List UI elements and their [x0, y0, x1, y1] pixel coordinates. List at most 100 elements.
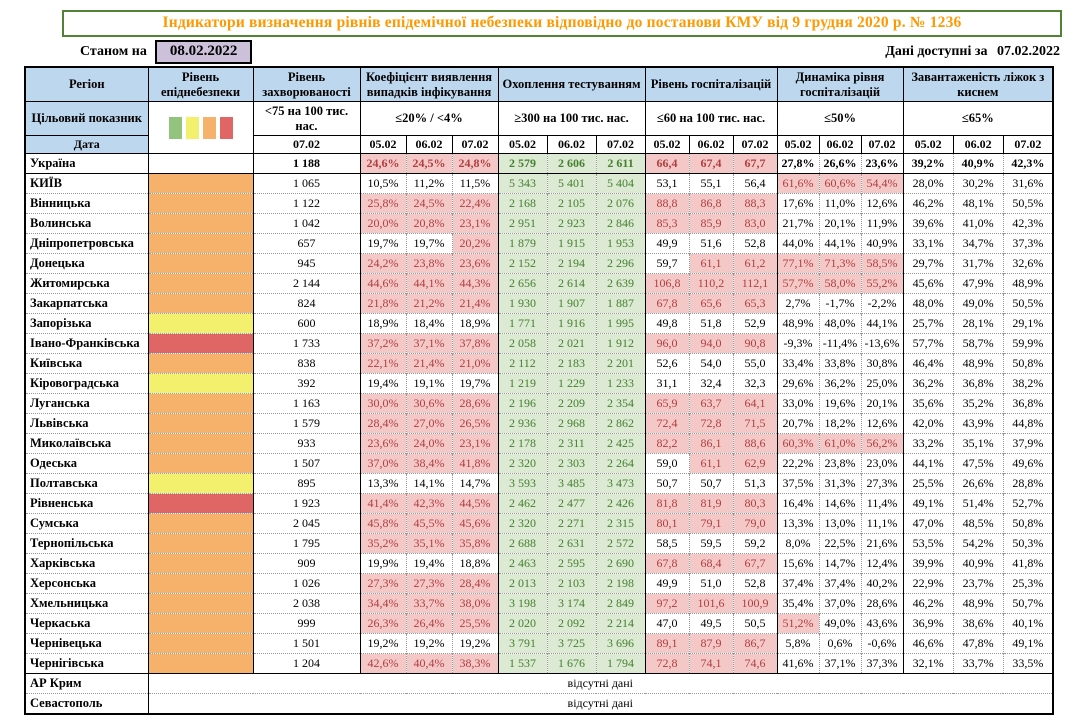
indicator-value-cell: 14,7% — [451, 473, 499, 494]
date-cell: 07.02 — [860, 135, 904, 154]
indicator-value-cell: 57,7% — [902, 333, 954, 354]
indicator-value-cell: 90,8 — [732, 333, 778, 354]
indicator-value-cell: 59,7 — [644, 253, 690, 274]
indicator-value-cell: 33,0% — [776, 393, 820, 414]
indicator-value-cell: 2 076 — [595, 193, 646, 214]
indicator-value-cell: 55,2% — [860, 273, 904, 294]
epidemic-level-cell — [147, 233, 253, 254]
title-box: Індикатори визначення рівнів епідемічної… — [62, 10, 1062, 37]
incidence-value-cell: 1 507 — [252, 453, 360, 474]
indicator-value-cell: 50,5% — [1002, 193, 1054, 214]
indicator-value-cell: 58,5 — [644, 533, 690, 554]
indicator-value-cell: 74,6 — [732, 653, 778, 674]
incidence-value-cell: 1 188 — [252, 153, 360, 174]
table-header: Регіон Рівень епіднебезпеки Рівень захво… — [24, 66, 1054, 154]
indicator-value-cell: 30,0% — [359, 393, 406, 414]
indicator-value-cell: 2 021 — [546, 333, 597, 354]
indicator-value-cell: 20,2% — [451, 233, 499, 254]
indicator-value-cell: 49,9 — [644, 573, 690, 594]
indicator-value-cell: 2 936 — [497, 413, 548, 434]
indicator-value-cell: 52,8 — [732, 233, 778, 254]
indicator-value-cell: 52,6 — [644, 353, 690, 374]
indicator-value-cell: 1 794 — [595, 653, 646, 674]
indicator-value-cell: 25,5% — [451, 613, 499, 634]
indicator-value-cell: 58,5% — [860, 253, 904, 274]
indicator-value-cell: 49,5 — [688, 613, 734, 634]
indicator-value-cell: 37,3% — [860, 653, 904, 674]
indicator-value-cell: 39,6% — [902, 213, 954, 234]
data-available-date: 07.02.2022 — [997, 44, 1060, 59]
indicator-value-cell: 50,7 — [644, 473, 690, 494]
indicator-value-cell: 49,1% — [902, 493, 954, 514]
indicator-value-cell: 54,4% — [860, 173, 904, 194]
indicator-value-cell: 51,8 — [688, 313, 734, 334]
indicator-value-cell: 42,3% — [1002, 213, 1054, 234]
indicator-value-cell: 2 426 — [595, 493, 646, 514]
region-name: Дніпропетровська — [25, 233, 148, 254]
indicator-value-cell: 2 152 — [497, 253, 548, 274]
indicator-value-cell: 3 198 — [497, 593, 548, 614]
incidence-date: 07.02 — [252, 135, 361, 154]
indicator-value-cell: 48,9% — [952, 353, 1004, 374]
indicator-value-cell: 18,8% — [451, 553, 499, 574]
table-row: АР Крим відсутні дані — [25, 673, 1054, 694]
indicator-value-cell: 2 631 — [546, 533, 597, 554]
table-row: Донецька 945 24,2% 23,8% 23,6% 2 152 2 194 2 29… — [25, 253, 1054, 274]
incidence-value-cell: 1 733 — [252, 333, 360, 354]
no-data-cell: відсутні дані — [147, 673, 1054, 694]
region-name: Житомирська — [25, 273, 148, 294]
indicator-value-cell: 2 462 — [497, 493, 548, 514]
indicator-value-cell: 3 473 — [595, 473, 646, 494]
detection-coef-target: ≤20% / <4% — [359, 101, 499, 136]
region-name: Кіровоградська — [25, 373, 148, 394]
indicator-value-cell: 3 174 — [546, 593, 597, 614]
indicator-value-cell: 10,5% — [359, 173, 406, 194]
indicator-value-cell: 86,7 — [732, 633, 778, 654]
indicator-value-cell: 2 020 — [497, 613, 548, 634]
indicator-value-cell: -0,6% — [860, 633, 904, 654]
indicator-value-cell: 2 198 — [595, 573, 646, 594]
indicator-value-cell: 36,8% — [1002, 393, 1054, 414]
region-name: Львівська — [25, 413, 148, 434]
indicator-value-cell: 45,6% — [451, 513, 499, 534]
indicator-value-cell: 24,8% — [451, 153, 499, 174]
date-cell: 06.02 — [952, 135, 1004, 154]
indicator-value-cell: 66,4 — [644, 153, 690, 174]
indicators-table: Регіон Рівень епіднебезпеки Рівень захво… — [24, 66, 1055, 715]
indicator-value-cell: 22,9% — [902, 573, 954, 594]
indicator-value-cell: 41,8% — [1002, 553, 1054, 574]
indicator-value-cell: 86,1 — [688, 433, 734, 454]
as-of-date-field[interactable]: 08.02.2022 — [154, 40, 253, 64]
epidemic-level-cell — [147, 473, 253, 494]
indicator-value-cell: 19,7% — [359, 233, 406, 254]
indicator-value-cell: 1 916 — [546, 313, 597, 334]
indicator-value-cell: 44,1% — [860, 313, 904, 334]
indicator-value-cell: 2 320 — [497, 453, 548, 474]
indicator-value-cell: 18,9% — [451, 313, 499, 334]
indicator-value-cell: 2 968 — [546, 413, 597, 434]
incidence-value-cell: 945 — [252, 253, 360, 274]
date-cell: 05.02 — [497, 135, 548, 154]
indicator-value-cell: 26,5% — [451, 413, 499, 434]
indicator-value-cell: 24,5% — [405, 193, 452, 214]
indicator-value-cell: 34,7% — [952, 233, 1004, 254]
indicator-value-cell: 33,7% — [952, 653, 1004, 674]
region-name: КИЇВ — [25, 173, 148, 194]
indicator-value-cell: 23,8% — [818, 453, 862, 474]
table-row: Запорізька 600 18,9% 18,4% 18,9% 1 771 1 916 1 … — [25, 313, 1054, 334]
indicator-value-cell: 19,4% — [359, 373, 406, 394]
indicator-value-cell: 47,5% — [952, 453, 1004, 474]
table-body: Україна 1 188 24,6% 24,5% 24,8% 2 579 2 606 2 6… — [25, 153, 1054, 714]
incidence-value-cell: 1 122 — [252, 193, 360, 214]
indicator-value-cell: 31,3% — [818, 473, 862, 494]
indicator-value-cell: -13,6% — [860, 333, 904, 354]
indicator-value-cell: 39,2% — [902, 153, 954, 174]
indicator-value-cell: 36,2% — [902, 373, 954, 394]
indicator-value-cell: 79,0 — [732, 513, 778, 534]
indicator-value-cell: 2 105 — [546, 193, 597, 214]
epidemic-level-cell — [147, 633, 253, 654]
indicator-value-cell: 27,3% — [405, 573, 452, 594]
indicator-value-cell: 20,1% — [818, 213, 862, 234]
epidemic-level-cell — [147, 453, 253, 474]
